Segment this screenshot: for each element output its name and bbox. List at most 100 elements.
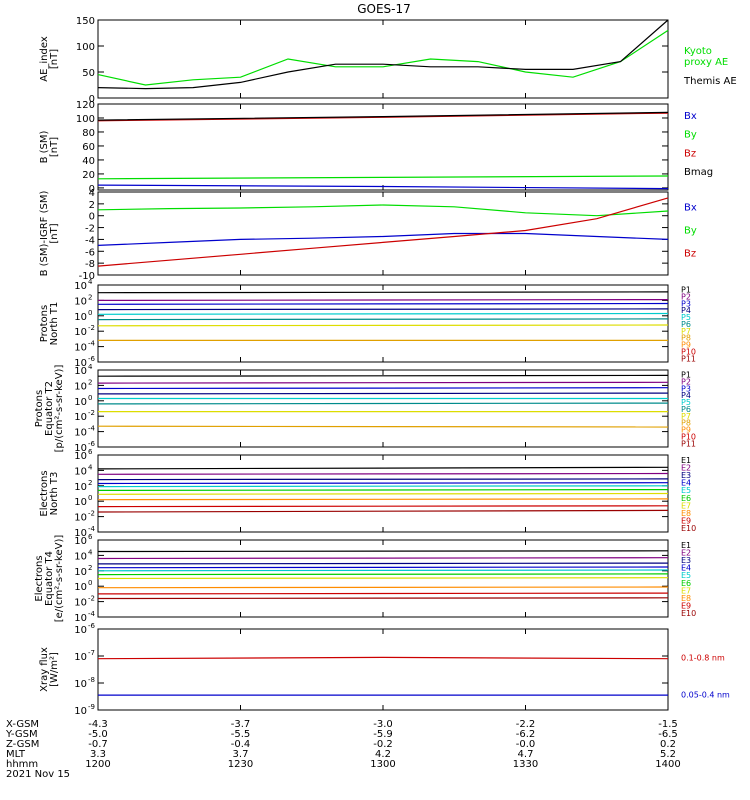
legend-label: By bbox=[684, 130, 697, 141]
series-line bbox=[97, 592, 669, 595]
legend-label: Bx bbox=[684, 111, 697, 122]
plot-title: GOES-17 bbox=[357, 2, 411, 16]
y-tick-label: 40 bbox=[82, 156, 95, 167]
y-tick-label: 10 bbox=[74, 296, 87, 307]
series-line bbox=[97, 597, 669, 600]
series-line bbox=[97, 656, 669, 660]
y-tick-label: -10 bbox=[79, 271, 95, 282]
x-axis-ephemeris: X-GSM -4.3 -3.7 -3.0 -2.2 -1.5 Y-GSM -5.0 -5.5 -5… bbox=[5, 719, 681, 780]
y-tick-exponent: -2 bbox=[88, 595, 95, 603]
legend-label: E6 bbox=[681, 579, 691, 588]
y-tick-exponent: -2 bbox=[88, 409, 95, 417]
y-axis-label: [nT] bbox=[49, 223, 60, 243]
y-tick-label: 10 bbox=[74, 381, 87, 392]
y-axis-label: [nT] bbox=[49, 137, 60, 157]
y-tick-label: 0 bbox=[89, 212, 95, 223]
y-tick-label: 10 bbox=[74, 513, 87, 524]
y-axis-label: Protons bbox=[39, 305, 50, 342]
series-line bbox=[97, 29, 669, 86]
y-axis-label: Equator T4 bbox=[44, 551, 55, 606]
y-tick-label: 10 bbox=[74, 482, 87, 493]
y-tick-label: 10 bbox=[74, 343, 87, 354]
legend-label: E4 bbox=[681, 479, 691, 488]
y-tick-label: 10 bbox=[74, 528, 87, 539]
y-tick-exponent: 2 bbox=[88, 293, 92, 301]
ephemeris-value: -5.5 bbox=[231, 729, 251, 740]
legend-label: E2 bbox=[681, 464, 691, 473]
series-line bbox=[97, 425, 669, 428]
legend-label: P11 bbox=[681, 354, 696, 363]
legend-label: P6 bbox=[681, 405, 691, 414]
legend-label: P5 bbox=[681, 398, 691, 407]
y-tick-label: -4 bbox=[85, 235, 95, 246]
series-line bbox=[97, 573, 669, 576]
y-tick-label: 10 bbox=[74, 327, 87, 338]
y-tick-label: 10 bbox=[74, 428, 87, 439]
legend-label: Bz bbox=[684, 249, 696, 260]
series-line bbox=[97, 324, 669, 327]
legend-label: P4 bbox=[681, 391, 691, 400]
panel-frame bbox=[97, 628, 669, 711]
legend-label: E3 bbox=[681, 471, 691, 480]
ephemeris-row-label: X-GSM bbox=[6, 719, 39, 730]
y-tick-label: -2 bbox=[85, 224, 95, 235]
series-line bbox=[97, 381, 669, 384]
ephemeris-row-label: Y-GSM bbox=[5, 729, 38, 740]
y-tick-label: 0 bbox=[89, 184, 95, 195]
legend-label: E1 bbox=[681, 541, 691, 550]
y-tick-exponent: 4 bbox=[88, 363, 93, 371]
series-line bbox=[97, 302, 669, 305]
ephemeris-value: -0.0 bbox=[516, 739, 536, 750]
y-tick-exponent: 0 bbox=[88, 309, 92, 317]
series-line bbox=[97, 312, 669, 315]
series-line bbox=[97, 569, 669, 572]
series-line bbox=[97, 175, 669, 180]
y-axis-label: [e/(cm²-s-sr-keV)] bbox=[54, 535, 65, 623]
y-tick-exponent: -6 bbox=[88, 622, 96, 630]
y-axis-label: [nT] bbox=[49, 49, 60, 69]
legend-label: P1 bbox=[681, 371, 691, 380]
series-line bbox=[97, 291, 669, 294]
y-tick-label: 10 bbox=[74, 582, 87, 593]
legend-label: P11 bbox=[681, 439, 696, 448]
series-line bbox=[97, 111, 669, 121]
legend-label: E9 bbox=[681, 516, 691, 525]
ephemeris-value: -6.2 bbox=[516, 729, 536, 740]
legend-label: P2 bbox=[681, 377, 691, 386]
ephemeris-value: 0.2 bbox=[660, 739, 676, 750]
y-tick-label: 150 bbox=[76, 16, 95, 27]
legend-label: P2 bbox=[681, 292, 691, 301]
legend-label: P3 bbox=[681, 384, 691, 393]
y-axis-label: Protons bbox=[34, 390, 45, 427]
ephemeris-value: 1330 bbox=[513, 759, 538, 770]
y-tick-exponent: -6 bbox=[88, 440, 96, 448]
y-tick-exponent: 6 bbox=[88, 448, 93, 456]
legend-label: By bbox=[684, 226, 697, 237]
series-line bbox=[97, 509, 669, 513]
y-tick-label: 10 bbox=[74, 567, 87, 578]
legend-label: E1 bbox=[681, 456, 691, 465]
y-tick-exponent: 6 bbox=[88, 533, 93, 541]
y-tick-label: 0 bbox=[89, 94, 95, 105]
legend-label: Themis AE bbox=[683, 76, 737, 87]
y-tick-exponent: -4 bbox=[88, 340, 96, 348]
y-tick-label: 60 bbox=[82, 142, 95, 153]
y-tick-exponent: 4 bbox=[88, 463, 93, 471]
ephemeris-value: 4.2 bbox=[375, 749, 391, 760]
ephemeris-row-label: hhmm bbox=[6, 759, 38, 770]
legend-label: P9 bbox=[681, 341, 691, 350]
ephemeris-row-label: Z-GSM bbox=[6, 739, 39, 750]
series-line bbox=[97, 392, 669, 395]
y-axis-label: Xray flux bbox=[39, 647, 50, 692]
ephemeris-value: -3.7 bbox=[231, 719, 251, 730]
legend-label: proxy AE bbox=[684, 57, 728, 68]
panel-frame bbox=[97, 284, 669, 363]
legend-label: E8 bbox=[681, 594, 691, 603]
y-tick-label: 80 bbox=[82, 128, 95, 139]
series-line bbox=[97, 489, 669, 491]
legend-label: E2 bbox=[681, 549, 691, 558]
y-tick-exponent: -4 bbox=[88, 525, 96, 533]
y-tick-label: 10 bbox=[74, 451, 87, 462]
legend-label: E5 bbox=[681, 486, 691, 495]
